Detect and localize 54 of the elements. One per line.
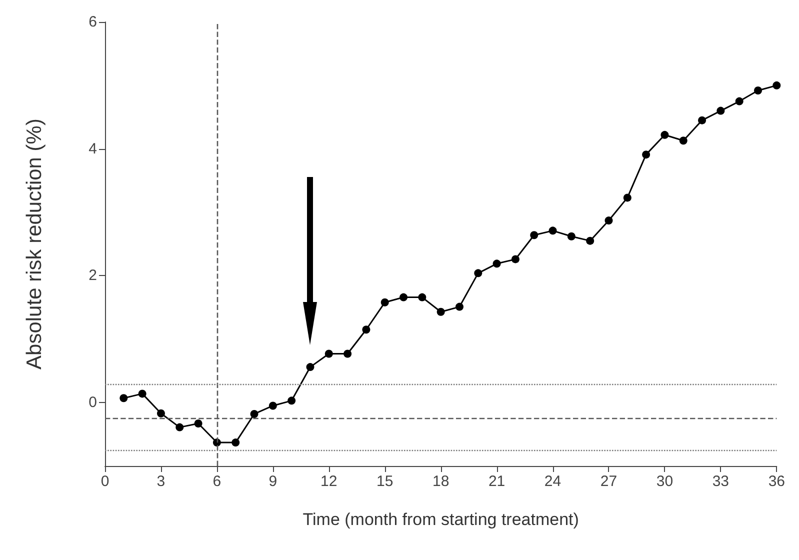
point <box>679 136 688 145</box>
point <box>380 298 389 306</box>
y-axis-title: Absolute risk reduction (%) <box>23 118 46 370</box>
y-tick-label: 2 <box>88 267 97 284</box>
x-tick-label: 27 <box>600 473 618 490</box>
point <box>604 216 613 225</box>
x-tick-label: 9 <box>268 473 278 490</box>
x-tick-label: 24 <box>544 473 562 490</box>
point <box>492 260 501 268</box>
point <box>138 390 146 398</box>
point <box>156 409 165 418</box>
point <box>511 255 520 264</box>
point <box>250 410 258 418</box>
point <box>176 423 184 432</box>
point <box>548 226 557 235</box>
point <box>120 394 128 402</box>
point <box>642 150 650 159</box>
point <box>232 438 240 447</box>
x-tick-label: 18 <box>432 473 450 490</box>
x-tick-label: 3 <box>156 473 166 490</box>
point <box>436 308 445 316</box>
point <box>754 86 762 94</box>
x-tick-label: 0 <box>100 473 110 490</box>
x-tick-label: 15 <box>376 473 394 490</box>
y-tick-label: 6 <box>88 14 97 30</box>
y-tick-label: 4 <box>88 140 97 158</box>
point <box>586 236 594 245</box>
point <box>418 293 426 302</box>
point <box>306 363 314 372</box>
x-tick-label: 36 <box>768 473 785 490</box>
point <box>455 302 464 311</box>
point <box>400 293 408 302</box>
point <box>288 396 296 405</box>
point <box>567 232 576 240</box>
point <box>660 130 669 139</box>
point <box>698 116 706 124</box>
point <box>716 106 725 115</box>
x-tick-label: 21 <box>488 473 506 490</box>
point <box>474 269 482 278</box>
point <box>268 402 277 410</box>
y-tick-label: 0 <box>88 394 97 412</box>
x-tick-label: 6 <box>212 473 222 490</box>
point <box>362 326 370 334</box>
point <box>324 350 333 358</box>
point <box>735 97 744 106</box>
point <box>194 420 202 428</box>
point <box>530 231 538 240</box>
x-tick-label: 33 <box>712 473 730 490</box>
x-tick-label: 30 <box>656 473 674 490</box>
x-tick-label: 12 <box>320 473 338 490</box>
point <box>772 81 781 90</box>
x-axis-title: Time (month from starting treatment) <box>302 510 579 529</box>
point <box>344 350 352 358</box>
point <box>623 194 632 202</box>
